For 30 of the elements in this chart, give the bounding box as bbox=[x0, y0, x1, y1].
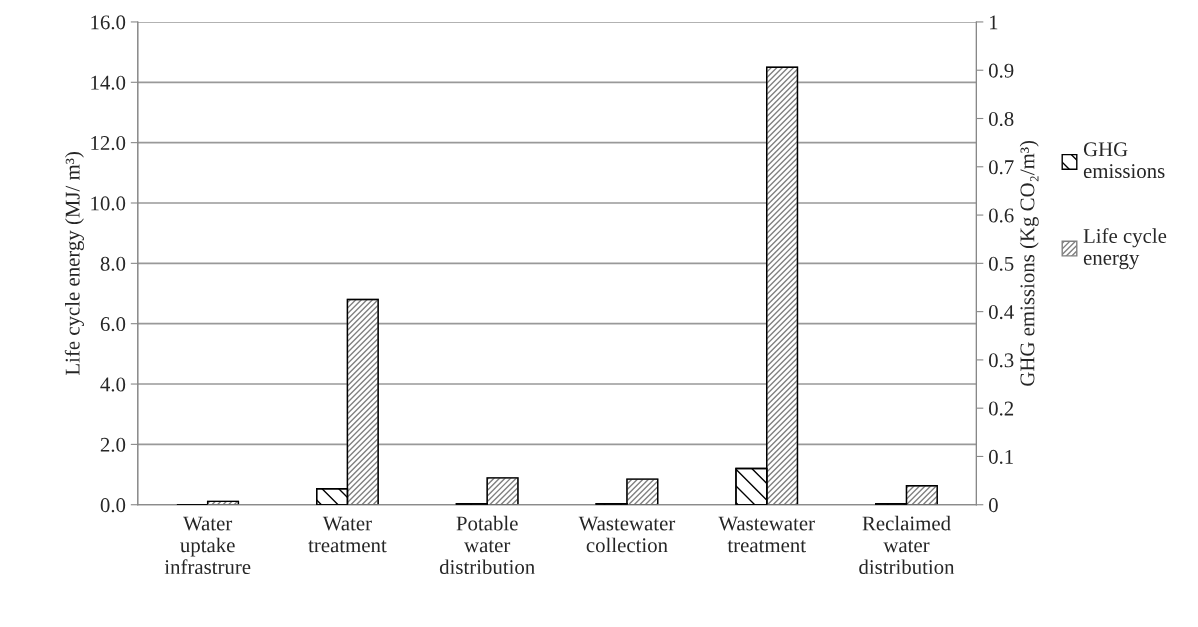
x-tick-label: Reclaimed water distribution bbox=[859, 515, 955, 575]
y2-tick-label: 0.7 bbox=[988, 160, 1014, 175]
y-tick-label: 4.0 bbox=[100, 377, 126, 392]
y-tick-label: 2.0 bbox=[100, 437, 126, 452]
y2-tick-label: 1 bbox=[990, 15, 998, 30]
y2-tick-label: 0 bbox=[988, 498, 998, 513]
y2-tick-label: 0.2 bbox=[988, 401, 1014, 416]
y2-tick-label: 0.3 bbox=[988, 353, 1014, 368]
y2-tick-label: 0.4 bbox=[988, 304, 1014, 320]
legend-label: Life cycle energy bbox=[1083, 228, 1167, 270]
y-tick-label: 6.0 bbox=[100, 317, 126, 332]
y2-tick-label: 0.1 bbox=[988, 449, 1013, 464]
y2-tick-label: 0.6 bbox=[988, 208, 1014, 223]
y2-tick-label: 0.9 bbox=[988, 63, 1014, 78]
y-tick-label: 12.0 bbox=[91, 136, 126, 151]
legend-label: GHG emissions bbox=[1083, 142, 1165, 179]
y2-tick-label: 0.5 bbox=[988, 256, 1014, 271]
y-tick-label: 8.0 bbox=[100, 256, 126, 271]
y2-tick-label: 0.8 bbox=[988, 111, 1014, 127]
y-tick-label: 0.0 bbox=[100, 498, 126, 513]
y2-axis-title: GHG emissions (Kg CO₂/m³) bbox=[1019, 140, 1039, 386]
x-tick-label: Potable water distribution bbox=[439, 515, 535, 575]
y-tick-label: 14.0 bbox=[91, 75, 126, 90]
y-tick-label: 10.0 bbox=[91, 196, 126, 211]
y-tick-label: 16.0 bbox=[91, 15, 126, 30]
x-tick-label: Water treatment bbox=[308, 516, 387, 553]
x-tick-label: Water uptake infrastrure bbox=[164, 516, 251, 575]
y-axis-title: Life cycle energy (MJ/ m³) bbox=[64, 151, 84, 376]
x-tick-label: Wastewater treatment bbox=[718, 516, 815, 553]
x-tick-label: Wastewater collection bbox=[578, 516, 676, 553]
